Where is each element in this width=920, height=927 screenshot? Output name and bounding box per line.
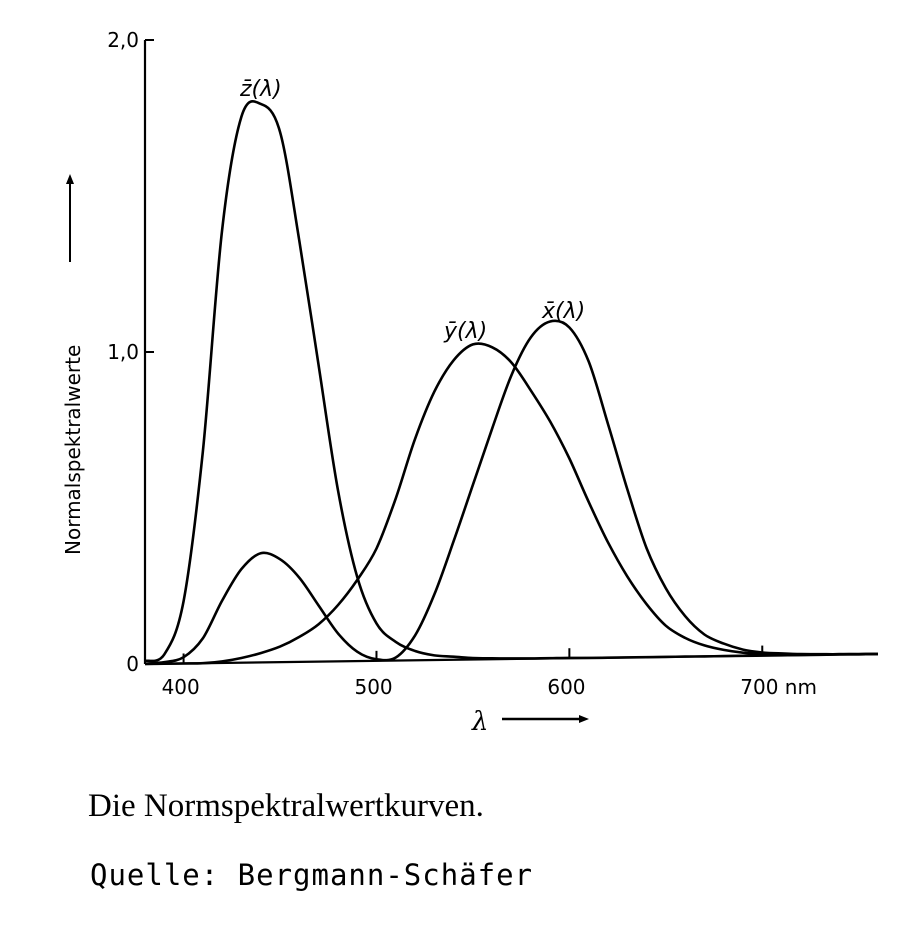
series-line-2	[144, 319, 879, 665]
figure-source: Quelle: Bergmann-Schäfer	[90, 858, 534, 892]
y-tick-label-0: 0	[126, 652, 139, 676]
axes: 0 1,0 2,0 400 500 600 700 nm	[107, 28, 879, 699]
series-label-2: x̄(λ)	[541, 299, 585, 324]
x-tick-label-2: 600	[547, 675, 585, 699]
labels: Normalspektralwerte λ z̄(λ) ȳ(λ) x̄(λ)	[61, 77, 589, 737]
x-tick-label-0: 400	[162, 675, 200, 699]
y-axis-label: Normalspektralwerte	[61, 345, 85, 555]
curves	[144, 100, 879, 666]
y-tick-label-2: 2,0	[107, 28, 139, 52]
x-tick-label-1: 500	[354, 675, 392, 699]
spectral-chart: 0 1,0 2,0 400 500 600 700 nm Normalspektralwer…	[61, 28, 879, 737]
x-axis-label: λ	[471, 707, 488, 737]
y-tick-label-1: 1,0	[107, 340, 139, 364]
figure-caption: Die Normspektralwertkurven.	[88, 788, 484, 824]
series-label-0: z̄(λ)	[239, 77, 282, 102]
series-line-0	[144, 100, 879, 663]
series-line-1	[144, 342, 879, 666]
series-label-1: ȳ(λ)	[443, 319, 487, 344]
x-tick-label-3: 700 nm	[740, 675, 817, 699]
